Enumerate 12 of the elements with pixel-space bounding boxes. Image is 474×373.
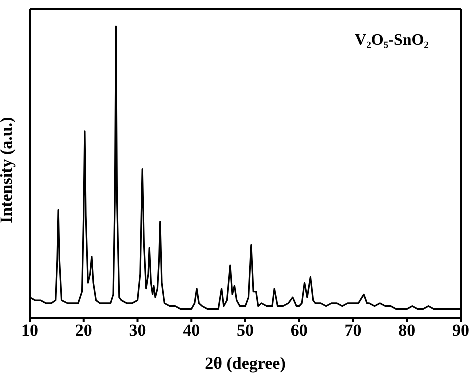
chart-title: V₂O₅-SnO₂ [355,32,430,49]
x-tick-label: 40 [183,321,200,340]
x-tick-label: 60 [290,321,308,340]
x-tick-label: 30 [129,321,146,340]
x-tick-label: 20 [75,321,92,340]
x-tick-label: 10 [22,321,38,340]
x-tick-label: 70 [344,321,362,340]
x-tick-label: 50 [237,321,254,340]
y-axis-title: Intensity (a.u.) [0,117,16,224]
x-axis-title: 2θ (degree) [205,354,286,373]
x-tick-label: 90 [452,321,470,340]
x-tick-label: 80 [398,321,416,340]
